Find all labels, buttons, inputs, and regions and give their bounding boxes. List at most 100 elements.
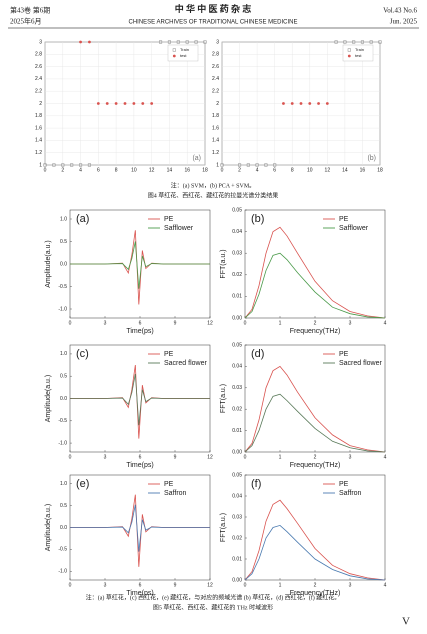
y-tick-label: 1.4: [35, 138, 42, 144]
test-point: [317, 102, 320, 105]
journal-cn: 中 华 中 医 药 杂 志: [175, 3, 252, 14]
fig5-title: 图5 草红花、西红花、藏红花的 THz 时域波形: [153, 603, 273, 611]
x-tick-label: 12: [149, 167, 155, 173]
panel-label: (b): [251, 213, 264, 225]
y-tick-label: 1.0: [60, 216, 67, 222]
y-tick-label: 0.05: [232, 342, 242, 348]
y-tick-label: 0.02: [232, 407, 242, 413]
test-point: [325, 102, 329, 105]
y-tick-label: 0.5: [60, 374, 67, 380]
train-point: [360, 40, 364, 44]
y-tick-label: 0.04: [232, 229, 242, 235]
x-tick-label: 3: [104, 320, 107, 326]
test-point: [132, 102, 136, 105]
y-tick-label: 0.0: [60, 261, 67, 267]
y-tick-label: 0.01: [232, 556, 242, 562]
test-point: [282, 102, 285, 105]
train-point: [185, 40, 189, 44]
test-point: [105, 102, 109, 105]
y-tick-label: 0.00: [232, 449, 242, 455]
y-tick-label: 2.2: [212, 89, 219, 95]
test-point: [123, 102, 127, 105]
panel-label: (e): [76, 478, 89, 490]
y-tick-label: 0.00: [232, 315, 242, 321]
train-point: [273, 163, 277, 167]
issue-cn: 第43卷 第6期: [10, 6, 50, 15]
y-tick-label: 1.6: [212, 125, 219, 131]
test-point: [299, 102, 303, 105]
y-tick-label: -0.5: [58, 284, 67, 290]
x-tick-label: 0: [69, 454, 72, 460]
y-axis-label: Amplitude(a.u.): [45, 375, 52, 422]
x-tick-label: 3: [349, 582, 352, 588]
x-tick-label: 4: [384, 582, 387, 588]
series-line: [70, 241, 210, 289]
panel-label: (b): [367, 155, 376, 162]
train-point: [87, 163, 91, 167]
y-tick-label: 1: [39, 162, 42, 168]
test-point: [290, 102, 294, 105]
x-tick-label: 3: [349, 320, 352, 326]
y-tick-label: 0.05: [232, 207, 242, 213]
y-tick-label: 0.01: [232, 294, 242, 300]
x-tick-label: 1: [279, 454, 282, 460]
x-tick-label: 14: [167, 167, 173, 173]
plot-frame: [244, 474, 386, 581]
train-point: [255, 163, 259, 167]
y-tick-label: 1.0: [60, 351, 67, 357]
train-point: [378, 40, 382, 44]
y-tick-label: -0.5: [58, 418, 67, 424]
train-point: [369, 40, 373, 44]
x-tick-label: 4: [384, 454, 387, 460]
date-cn: 2025年6月: [10, 17, 42, 26]
x-tick-label: 10: [307, 167, 313, 173]
y-tick-label: 2.2: [35, 89, 42, 95]
legend-label: PE: [339, 481, 349, 488]
x-tick-label: 8: [291, 167, 294, 173]
x-tick-label: 16: [360, 167, 366, 173]
train-point: [203, 40, 207, 44]
y-tick-label: 2: [216, 101, 219, 107]
x-tick-label: 0: [221, 167, 224, 173]
x-tick-label: 0: [244, 320, 247, 326]
legend-label: Saffron: [164, 490, 187, 497]
y-tick-label: 2.8: [212, 52, 219, 58]
train-point: [176, 40, 180, 44]
train-point: [238, 163, 242, 167]
legend-label: Train: [180, 47, 189, 52]
train-point: [159, 40, 163, 44]
x-tick-label: 8: [115, 167, 118, 173]
y-tick-label: 1.8: [35, 113, 42, 119]
y-tick-label: 0.02: [232, 535, 242, 541]
y-axis-label: FFT(a.u.): [220, 384, 227, 413]
train-point: [264, 163, 268, 167]
x-tick-label: 0: [69, 582, 72, 588]
x-tick-label: 2: [314, 454, 317, 460]
y-tick-label: -1.0: [58, 306, 67, 312]
train-point: [61, 163, 65, 167]
page-number: V: [402, 616, 410, 628]
legend-label: PE: [164, 216, 174, 223]
y-tick-label: 0.00: [232, 577, 242, 583]
y-tick-label: 0.5: [60, 503, 67, 509]
y-tick-label: 0.03: [232, 385, 242, 391]
test-point: [88, 40, 91, 44]
y-tick-label: 2: [39, 101, 42, 107]
x-tick-label: 4: [256, 167, 259, 173]
plot-frame: [244, 344, 386, 453]
panel-label: (a): [192, 155, 201, 162]
x-axis-label: Frequency(THz): [290, 462, 341, 469]
train-point: [194, 40, 198, 44]
test-point: [141, 102, 145, 105]
x-tick-label: 1: [279, 582, 282, 588]
panel-label: (a): [76, 213, 89, 225]
legend-label: Train: [355, 47, 364, 52]
x-axis-label: Time(ps): [126, 462, 153, 469]
legend-label: Safflower: [164, 225, 194, 232]
panel-label: (d): [251, 348, 264, 360]
train-point: [246, 163, 250, 167]
x-axis-label: Time(ps): [126, 328, 153, 335]
train-point: [52, 163, 56, 167]
x-tick-label: 12: [207, 582, 213, 588]
